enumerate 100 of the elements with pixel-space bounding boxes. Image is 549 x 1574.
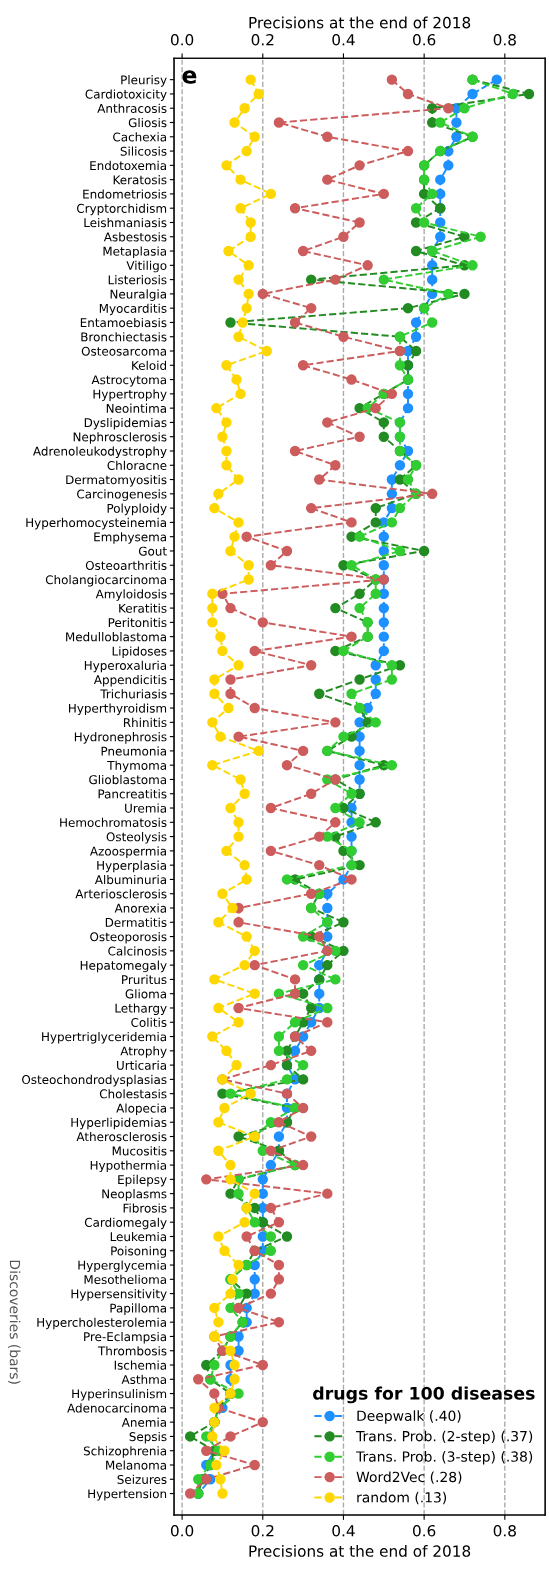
y-tick-label: Fibrosis [123,1203,167,1213]
y-tick-label: Atherosclerosis [76,1131,167,1142]
y-tick-label: Carcinogenesis [77,489,167,501]
y-tick-label: Keratosis [113,175,167,185]
y-tick-label: Silicosis [120,146,167,156]
y-tick-label: Hyperlipidemias [71,1117,167,1130]
y-tick-label: Trichuriasis [100,689,167,699]
y-tick-label: Leishmaniasis [84,217,167,228]
y-tick-label: Keloid [132,360,166,370]
legend-label: Deepwalk (.40) [357,1410,461,1424]
y-tick-label: Dermatomyositis [66,475,167,487]
y-tick-label: Azoospermia [90,846,166,858]
y-tick-label: Anorexia [114,903,166,913]
y-tick-label: Hypersensitivity [71,1289,167,1301]
y-tick-label: Atrophy [120,1046,167,1058]
y-tick-label: Keratitis [119,603,167,613]
legend-label: Word2Vec (.28) [356,1471,462,1484]
y-tick-label: Amyloidosis [95,589,167,601]
y-tick-label: Hypertrophy [93,389,167,401]
y-tick-label: Calcinosis [108,946,167,956]
y-tick-label: Endotoxemia [90,160,166,171]
legend-label: Trans. Prob. (3-step) (.38) [356,1451,533,1465]
y-tick-label: Pleurisy [121,75,167,87]
x-axis-title: Precisions at the end of 2018 [249,1545,471,1557]
y-tick-label: Melanoma [106,1460,166,1470]
y-tick-label: Pre-Eclampsia [84,1331,166,1344]
y-tick-label: Asthma [121,1374,167,1385]
y-tick-label: Sepsis [129,1431,167,1444]
y-tick-label: Albuminuria [94,874,167,885]
y-tick-label: Gliosis [128,117,167,128]
y-tick-label: Neuralgia [110,289,166,301]
y-tick-label: Medulloblastoma [66,632,166,642]
y-tick-label: Nephrosclerosis [73,432,167,444]
x2-axis-title: Precisions at the end of 2018 [249,16,471,29]
x-tick-label: 0.8 [493,1524,516,1537]
x2-tick-label: 0.4 [332,34,355,46]
y-tick-label: Cardiotoxicity [85,89,167,101]
y-tick-label: Pruritus [122,974,167,985]
y-tick-label: Osteolysis [106,832,167,844]
y-tick-label: Astrocytoma [91,375,166,387]
x-tick-label: 0.2 [251,1524,274,1537]
y-tick-label: Osteochondrodysplasias [22,1074,167,1087]
y-tick-label: Cardiomegaly [84,1217,167,1230]
y-tick-label: Metaplasia [103,246,166,259]
x-tick-label: 0.0 [170,1524,194,1537]
y-tick-label: Pancreatitis [98,789,167,799]
y-tick-label: Osteosarcoma [81,346,166,356]
y-tick-label: Listeriosis [108,275,167,285]
y-tick-label: Hypercholesterolemia [37,1317,166,1330]
y-tick-label: Emphysema [94,532,166,544]
y-tick-label: Osteoarthritis [85,560,167,570]
y-tick-label: Leukemia [110,1231,166,1242]
y-tick-label: Cryptorchidism [77,203,167,216]
legend-label: Trans. Prob. (2-step) (.37) [356,1430,533,1445]
y-tick-label: Hemochromatosis [60,817,167,828]
y-tick-label: Pneumonia [101,746,167,756]
annotation: e [182,70,197,84]
y-tick-label: Adenocarcinoma [67,1403,166,1413]
y-tick-label: Seizures [117,1474,167,1484]
y-tick-label: Neointima [106,403,166,413]
y-tick-label: Cachexia [113,132,166,142]
legend-title: drugs for 100 diseases [313,1386,535,1404]
y-tick-label: Schizophrenia [83,1446,166,1458]
y-tick-label: Hypertriglyceridemia [42,1032,166,1044]
y-tick-label: Hyperplasia [97,860,166,873]
y-tick-label: Entamoebiasis [80,317,167,328]
x2-tick-label: 0.2 [251,34,274,46]
y-tick-label: Urticaria [117,1060,167,1070]
y-tick-label: Hyperglycemia [78,1260,166,1273]
y-tick-label: Osteoporosis [90,932,167,944]
y-tick-label: Hypertension [88,1489,167,1501]
y-tick-label: Endometriosis [83,189,167,199]
y-tick-label: Hyperoxaluria [84,660,166,673]
y-tick-label: Epilepsy [118,1174,167,1187]
y-tick-label: Thrombosis [97,1346,167,1356]
y-tick-label: Rhinitis [123,717,167,728]
y-tick-label: Glioma [125,989,167,999]
y-tick-label: Dermatitis [105,917,167,927]
y-tick-label: Arteriosclerosis [75,889,167,899]
text: Discoveries (bars) [8,1260,21,1384]
y-tick-label: Neoplasms [102,1189,167,1201]
y-tick-label: Anthracosis [97,103,167,113]
y-tick-label: Mesothelioma [84,1274,166,1285]
x-tick-label: 0.6 [413,1524,436,1537]
y-tick-label: Gout [138,546,167,556]
y-tick-label: Polyploidy [107,503,167,516]
y-tick-label: Lipidoses [112,646,167,658]
y-tick-label: Myocarditis [99,303,167,316]
y-tick-label: Chloracne [107,460,167,470]
y-tick-label: Poisoning [111,1246,166,1258]
y-tick-label: Anemia [121,1417,166,1427]
y-tick-label: Alopecia [116,1103,166,1115]
y-tick-label: Dyslipidemias [84,417,167,430]
y-tick-label: Thymoma [107,760,167,773]
y-tick-label: Appendicitis [93,674,167,687]
y-tick-label: Vitiligo [126,260,167,273]
y-tick-label: Mucositis [112,1146,167,1156]
y-tick-label: Papilloma [110,1303,166,1315]
y-tick-label: Lethargy [115,1003,167,1015]
y-tick-label: Cholangiocarcinoma [45,574,166,587]
